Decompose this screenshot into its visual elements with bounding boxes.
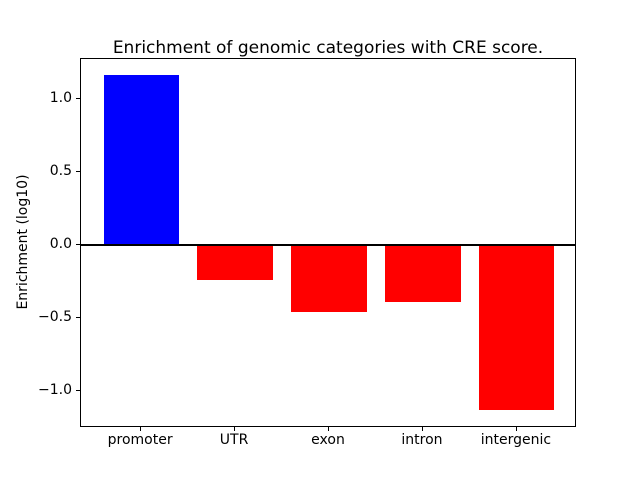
y-tick-mark bbox=[76, 243, 80, 245]
x-tick-label-exon: exon bbox=[311, 432, 345, 448]
chart-title: Enrichment of genomic categories with CR… bbox=[112, 38, 544, 58]
x-tick-label-intergenic: intergenic bbox=[480, 432, 552, 448]
x-tick-label-intron: intron bbox=[401, 432, 443, 448]
plot-area bbox=[80, 58, 576, 427]
y-tick-label: −0.5 bbox=[38, 309, 72, 326]
y-tick-mark bbox=[76, 97, 80, 99]
x-tick-mark bbox=[421, 427, 423, 431]
y-tick-label: −1.0 bbox=[38, 382, 72, 399]
bar-exon bbox=[291, 244, 367, 313]
y-tick-mark bbox=[76, 170, 80, 172]
y-tick-label: 0.5 bbox=[49, 162, 72, 179]
x-tick-label-promoter: promoter bbox=[107, 432, 173, 448]
y-tick-label: 1.0 bbox=[49, 89, 72, 106]
bar-intergenic bbox=[479, 244, 555, 411]
x-tick-mark bbox=[328, 427, 329, 431]
x-tick-mark bbox=[515, 427, 517, 431]
x-tick-label-UTR: UTR bbox=[219, 432, 249, 448]
bar-promoter bbox=[103, 75, 179, 245]
bar-intron bbox=[385, 244, 461, 303]
y-tick-mark bbox=[76, 317, 80, 319]
y-tick-mark bbox=[76, 390, 80, 392]
bar-UTR bbox=[197, 244, 273, 281]
x-tick-mark bbox=[234, 427, 236, 431]
zero-line bbox=[81, 243, 575, 246]
y-tick-label: 0.0 bbox=[49, 235, 72, 252]
x-tick-mark bbox=[140, 427, 142, 431]
